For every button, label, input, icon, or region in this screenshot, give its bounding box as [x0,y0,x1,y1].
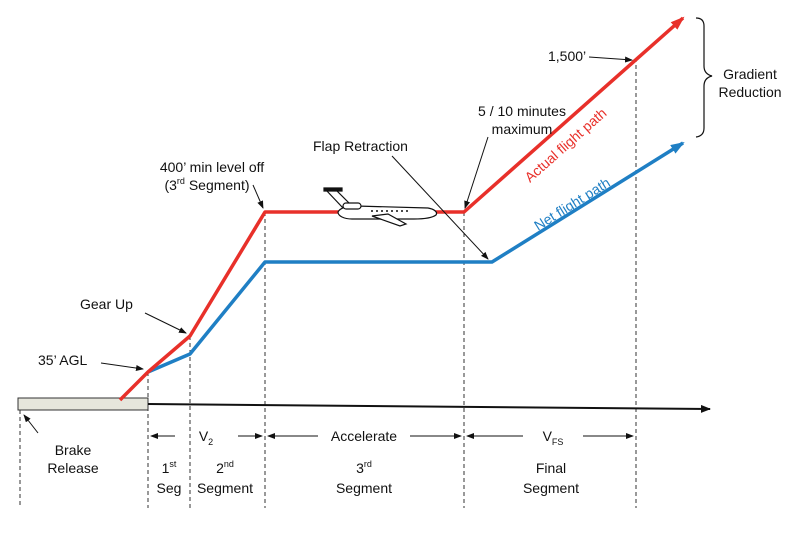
jet-aircraft-icon [323,187,438,227]
seg3-word-label: Segment [336,480,392,496]
vfs-label: VFS [543,428,564,447]
seg1-number-label: 1st [162,459,177,476]
gradient-label-line2: Reduction [718,84,781,100]
pointer-brake-release [23,414,39,434]
final-segment-label-line1: Final [536,460,566,476]
gradient-reduction-brace [695,17,713,138]
agl-35ft-label: 35’ AGL [38,352,88,368]
seg1-word-label: Seg [157,480,182,496]
brake-release-label-line2: Release [47,460,99,476]
annotation-pointers [23,56,633,434]
accelerate-label: Accelerate [331,428,397,444]
max-time-label-line2: maximum [492,121,553,137]
v2-label: V2 [199,428,213,447]
seg3-number-label: 3rd [356,459,372,476]
third-segment-paren-label: (3rd Segment) [164,176,249,193]
pointer-level-off [252,184,264,209]
max-time-label-line1: 5 / 10 minutes [478,103,566,119]
actual-flight-path-line [118,16,685,402]
final-segment-label-line2: Segment [523,480,579,496]
pointer-flap-retraction-net [391,155,489,260]
pointer-max-time [464,136,489,209]
seg2-number-label: 2nd [216,459,234,476]
net-flight-path-line [147,141,685,374]
altitude-1500-label: 1,500’ [548,48,586,64]
gear-up-label: Gear Up [80,296,133,312]
flap-retraction-label: Flap Retraction [313,138,408,154]
pointer-35ft [100,362,144,371]
net-flight-path-label: Net flight path [531,174,613,233]
pointer-1500ft [588,56,633,63]
runway [17,397,149,411]
brake-release-label-line1: Brake [55,442,92,458]
pointer-gear-up [144,312,187,334]
level-off-label: 400’ min level off [160,159,264,175]
seg2-word-label: Segment [197,480,253,496]
gradient-label-line1: Gradient [723,66,777,82]
distance-axis-arrow [147,403,711,413]
